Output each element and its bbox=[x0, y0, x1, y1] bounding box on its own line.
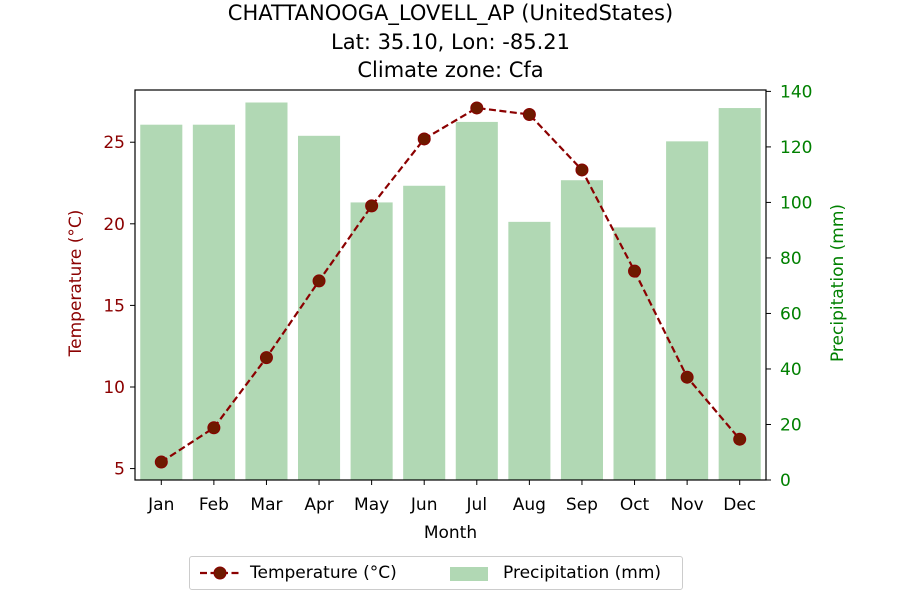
x-tick-label: Dec bbox=[723, 495, 756, 515]
temperature-point bbox=[470, 101, 484, 115]
x-tick-label: Aug bbox=[513, 495, 546, 515]
chart-title-line2: Lat: 35.10, Lon: -85.21 bbox=[331, 30, 570, 54]
x-tick-label: May bbox=[354, 495, 389, 515]
precipitation-bar bbox=[245, 102, 288, 481]
y-right-tick-label: 100 bbox=[780, 193, 812, 213]
temperature-point bbox=[207, 421, 221, 435]
temperature-point bbox=[154, 455, 168, 469]
y-left-tick-label: 25 bbox=[103, 133, 125, 153]
legend-precipitation-label: Precipitation (mm) bbox=[503, 563, 662, 583]
temperature-point bbox=[417, 132, 431, 146]
temperature-point bbox=[312, 274, 326, 288]
legend-precipitation-swatch bbox=[450, 567, 488, 581]
y-right-tick-label: 40 bbox=[780, 360, 802, 380]
precipitation-bar bbox=[455, 121, 498, 481]
x-tick-label: Sep bbox=[566, 495, 598, 515]
legend-temperature-label: Temperature (°C) bbox=[250, 563, 397, 583]
y-right-axis-label: Precipitation (mm) bbox=[828, 204, 848, 362]
x-tick-label: Jul bbox=[466, 495, 488, 515]
x-axis-label: Month bbox=[424, 523, 477, 543]
precipitation-bar bbox=[508, 221, 551, 481]
x-tick-label: Mar bbox=[250, 495, 282, 515]
chart-title-line3: Climate zone: Cfa bbox=[357, 58, 544, 82]
chart-title-line1: CHATTANOOGA_LOVELL_AP (UnitedStates) bbox=[227, 1, 674, 25]
x-tick-label: Jun bbox=[410, 495, 438, 515]
precipitation-bar bbox=[718, 108, 761, 481]
temperature-point bbox=[733, 432, 747, 446]
y-left-axis-label: Temperature (°C) bbox=[66, 210, 86, 358]
temperature-point bbox=[259, 351, 273, 365]
x-tick-label: Jan bbox=[147, 495, 174, 515]
x-tick-label: Oct bbox=[620, 495, 650, 515]
precipitation-bar bbox=[403, 185, 446, 480]
temperature-point bbox=[365, 199, 379, 213]
precipitation-bar bbox=[350, 202, 393, 480]
plot-frame bbox=[134, 89, 767, 481]
x-tick-label: Apr bbox=[304, 495, 333, 515]
y-left-tick-label: 20 bbox=[103, 215, 125, 235]
precipitation-bar bbox=[192, 124, 235, 480]
precipitation-bar bbox=[560, 180, 603, 481]
y-left-tick-label: 10 bbox=[103, 378, 125, 398]
y-right-tick-label: 120 bbox=[780, 138, 812, 158]
x-tick-label: Feb bbox=[199, 495, 229, 515]
y-left-tick-label: 15 bbox=[103, 296, 125, 316]
chart-axes: Jan Feb Mar Apr May Jun Jul Aug Sep Oct Nov Dec Mont… bbox=[66, 82, 848, 543]
y-right-tick-label: 20 bbox=[780, 415, 802, 435]
precipitation-bar bbox=[666, 141, 709, 481]
precipitation-bar bbox=[140, 124, 183, 480]
chart-legend: Temperature (°C) Precipitation (mm) bbox=[189, 556, 683, 590]
precipitation-bar bbox=[298, 135, 341, 480]
y-right-tick-label: 60 bbox=[780, 304, 802, 324]
x-tick-label: Nov bbox=[671, 495, 704, 515]
temperature-line bbox=[154, 101, 747, 469]
temperature-point bbox=[522, 107, 536, 121]
precipitation-bars bbox=[140, 102, 761, 481]
y-right-tick-label: 80 bbox=[780, 249, 802, 269]
y-right-tick-label: 0 bbox=[780, 471, 791, 491]
y-left-tick-label: 5 bbox=[114, 460, 125, 480]
y-right-tick-label: 140 bbox=[780, 82, 812, 102]
temperature-point bbox=[680, 370, 694, 384]
temperature-point bbox=[628, 264, 642, 278]
legend-temperature-swatch bbox=[200, 566, 240, 580]
temperature-point bbox=[575, 163, 589, 177]
